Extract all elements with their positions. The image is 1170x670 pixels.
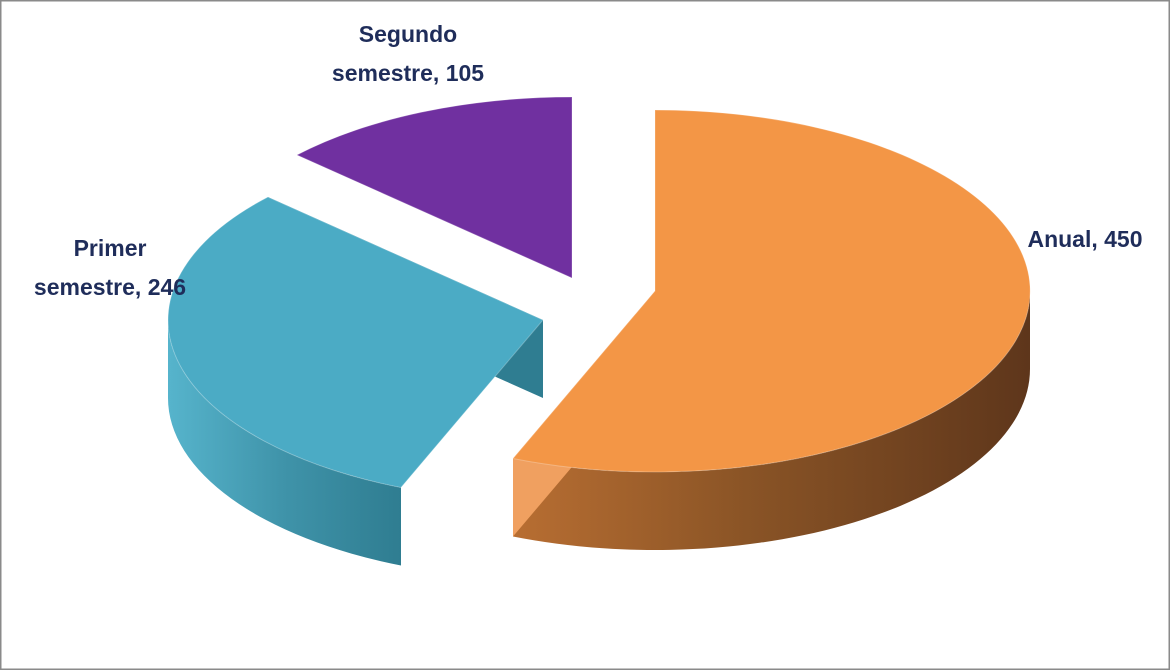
pie-slice-primer-semestre bbox=[167, 196, 544, 566]
pie-slice-anual bbox=[512, 109, 1031, 550]
label-anual: Anual, 450 bbox=[1027, 226, 1142, 252]
pie-slice-segundo-semestre bbox=[295, 96, 573, 279]
label-primer-line2: semestre, 246 bbox=[34, 274, 186, 300]
label-segundo-line1: Segundo bbox=[359, 21, 457, 47]
label-segundo-line2: semestre, 105 bbox=[332, 60, 484, 86]
label-primer-line1: Primer bbox=[74, 235, 147, 261]
